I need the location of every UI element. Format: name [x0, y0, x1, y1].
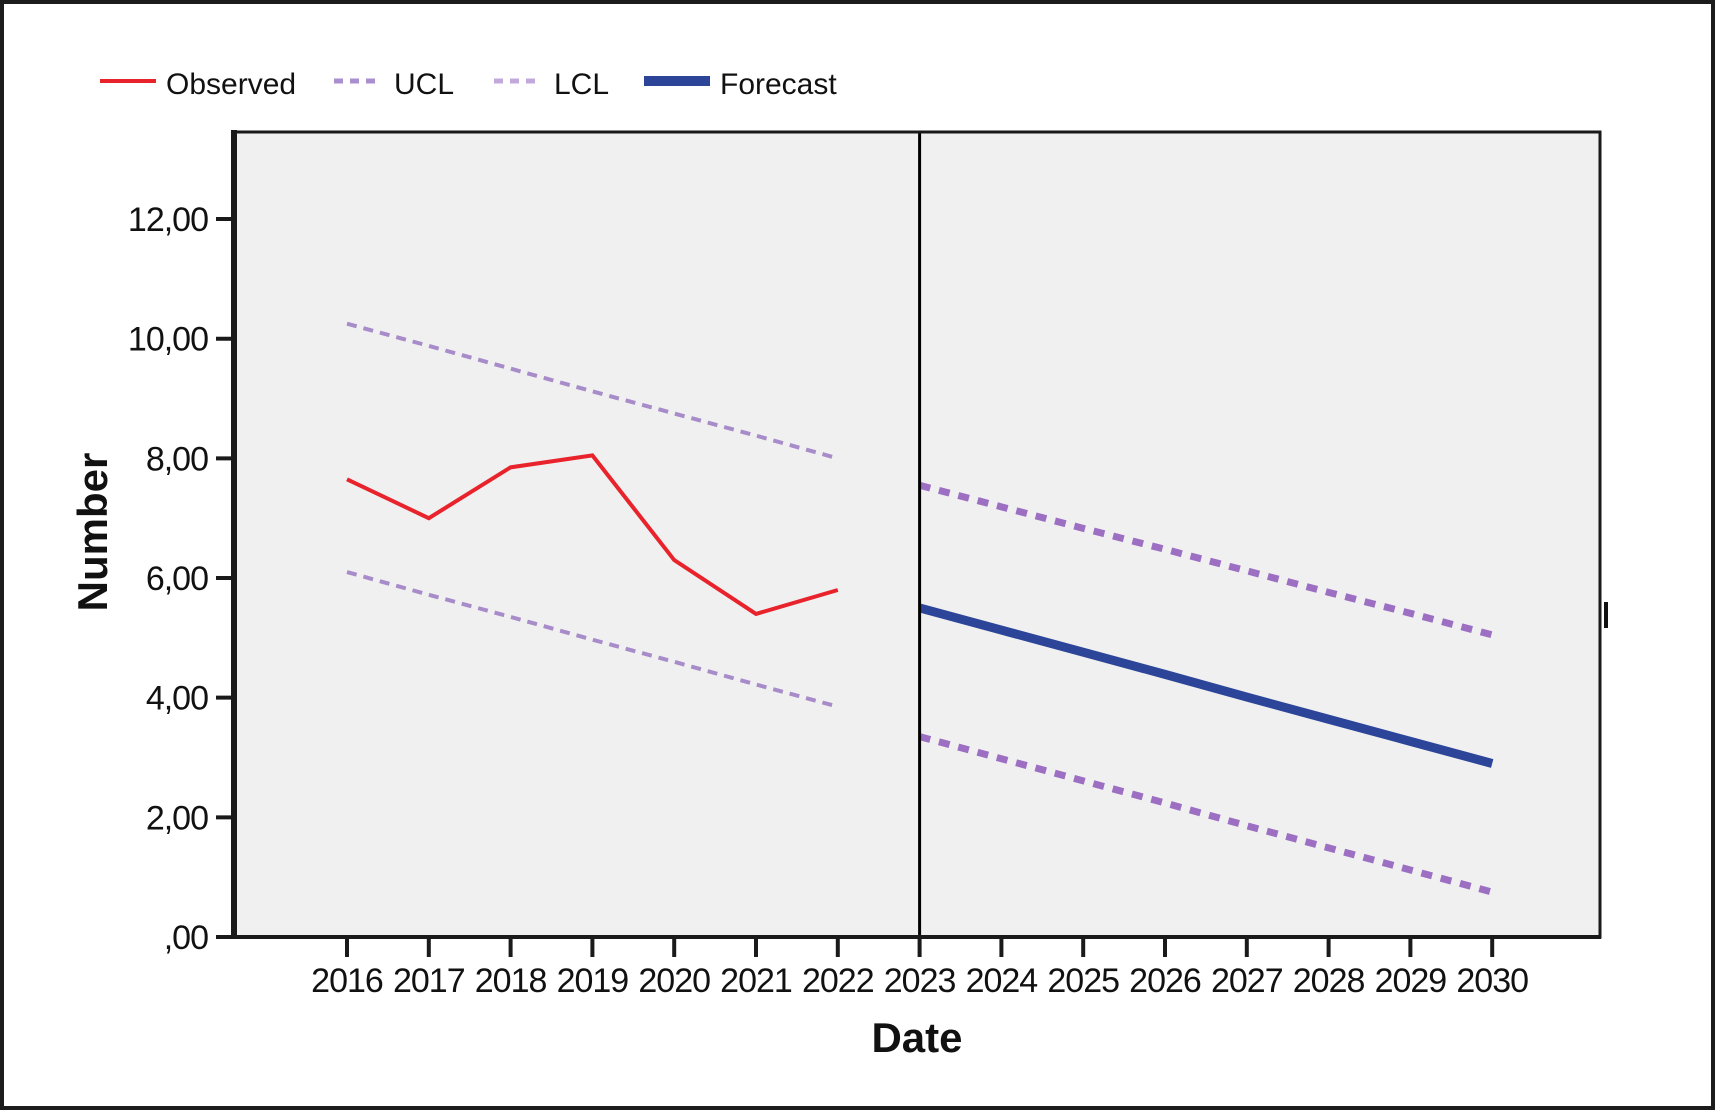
y-tick-label: 8,00 [146, 440, 208, 478]
x-tick-label: 2022 [802, 962, 874, 1000]
y-tick-label: 6,00 [146, 560, 208, 598]
legend-label-observed: Observed [166, 68, 296, 101]
y-tick-label: 10,00 [128, 321, 208, 359]
axis-ticks: ,00 2,00 4,00 6,00 8,00 10,00 12,00 2016 2017 201… [128, 201, 1529, 1000]
x-tick-label: 2025 [1047, 962, 1119, 1000]
legend-item-forecast: Forecast [644, 68, 837, 101]
x-tick-label: 2019 [557, 962, 629, 1000]
legend-item-observed: Observed [100, 68, 296, 101]
x-tick-label: 2023 [884, 962, 956, 1000]
plot-area [234, 132, 1600, 937]
x-tick-label: 2028 [1293, 962, 1365, 1000]
x-tick-label: 2027 [1211, 962, 1283, 1000]
y-axis-title: Number [69, 453, 116, 612]
x-tick-label: 2016 [311, 962, 383, 1000]
x-tick-label: 2017 [393, 962, 465, 1000]
legend-item-lcl: LCL [494, 68, 609, 101]
plot-frame [231, 130, 1602, 939]
series-line-forecast [918, 603, 1494, 768]
x-tick-label: 2026 [1129, 962, 1201, 1000]
x-tick-label: 2021 [720, 962, 792, 1000]
y-tick-label: ,00 [164, 919, 208, 957]
x-tick-label: 2030 [1456, 962, 1528, 1000]
stray-tick-mark [1604, 602, 1608, 628]
series-line-observed [346, 453, 839, 617]
x-tick-label: 2020 [638, 962, 710, 1000]
x-tick-label: 2018 [475, 962, 547, 1000]
y-tick-label: 12,00 [128, 201, 208, 239]
x-tick-label: 2024 [966, 962, 1038, 1000]
legend-label-forecast: Forecast [720, 68, 837, 101]
series-layer [346, 321, 1494, 896]
y-tick-label: 2,00 [146, 799, 208, 837]
x-tick-label: 2029 [1375, 962, 1447, 1000]
y-tick-label: 4,00 [146, 680, 208, 718]
legend-label-ucl: UCL [394, 68, 454, 101]
legend: Observed UCL LCL Forecast [100, 68, 837, 101]
chart-canvas: ,00 2,00 4,00 6,00 8,00 10,00 12,00 2016 2017 201… [69, 68, 1608, 1061]
x-axis-title: Date [871, 1014, 962, 1061]
legend-item-ucl: UCL [334, 68, 454, 101]
legend-label-lcl: LCL [554, 68, 609, 101]
